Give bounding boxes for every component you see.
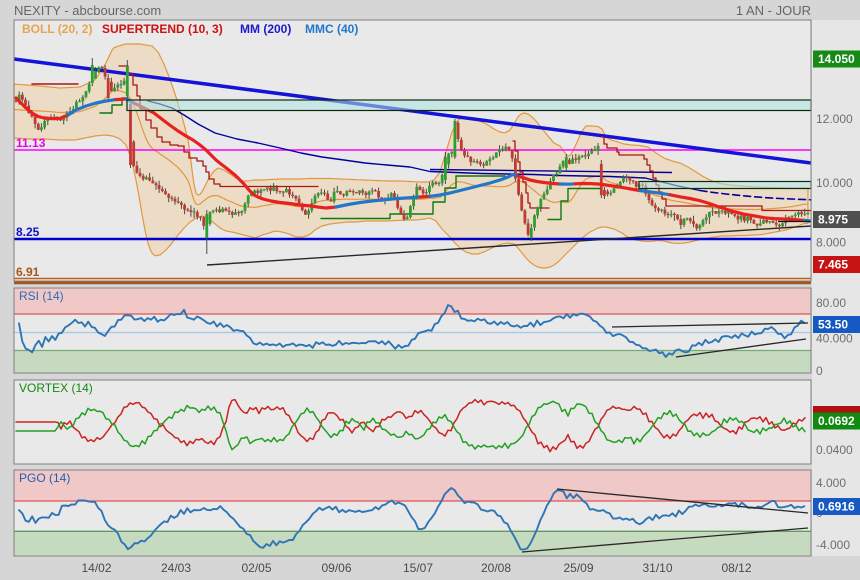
svg-text:24/03: 24/03: [161, 561, 191, 575]
svg-text:0: 0: [816, 364, 823, 378]
svg-text:31/10: 31/10: [642, 561, 672, 575]
svg-text:4.000: 4.000: [816, 476, 846, 490]
svg-text:MM (200): MM (200): [240, 22, 291, 36]
svg-text:25/09: 25/09: [563, 561, 593, 575]
svg-text:-4.000: -4.000: [816, 538, 850, 552]
svg-text:12.000: 12.000: [816, 112, 853, 126]
svg-text:02/05: 02/05: [241, 561, 271, 575]
svg-text:53.50: 53.50: [818, 318, 848, 332]
svg-text:08/12: 08/12: [721, 561, 751, 575]
svg-text:09/06: 09/06: [321, 561, 351, 575]
svg-text:8.25: 8.25: [16, 225, 40, 239]
svg-text:7.465: 7.465: [818, 258, 848, 272]
svg-text:NEXITY - abcbourse.com: NEXITY - abcbourse.com: [14, 3, 161, 18]
svg-text:SUPERTREND (10, 3): SUPERTREND (10, 3): [102, 22, 223, 36]
svg-text:0.0400: 0.0400: [816, 443, 853, 457]
svg-text:10.000: 10.000: [816, 176, 853, 190]
svg-text:11.13: 11.13: [16, 136, 46, 150]
svg-text:40.000: 40.000: [816, 332, 853, 346]
svg-text:0.6916: 0.6916: [818, 500, 855, 514]
svg-text:0.0692: 0.0692: [818, 414, 855, 428]
svg-text:80.00: 80.00: [816, 296, 846, 310]
svg-text:14.050: 14.050: [818, 52, 855, 66]
svg-text:8.975: 8.975: [818, 213, 848, 227]
svg-text:RSI (14): RSI (14): [19, 289, 64, 303]
svg-text:8.000: 8.000: [816, 236, 846, 250]
svg-text:15/07: 15/07: [403, 561, 433, 575]
svg-text:20/08: 20/08: [481, 561, 511, 575]
svg-text:MMC (40): MMC (40): [305, 22, 358, 36]
svg-text:14/02: 14/02: [81, 561, 111, 575]
svg-text:BOLL (20, 2): BOLL (20, 2): [22, 22, 92, 36]
svg-text:1 AN - JOUR: 1 AN - JOUR: [736, 3, 811, 18]
svg-text:VORTEX (14): VORTEX (14): [19, 381, 93, 395]
svg-text:6.91: 6.91: [16, 265, 40, 279]
svg-text:PGO (14): PGO (14): [19, 471, 70, 485]
